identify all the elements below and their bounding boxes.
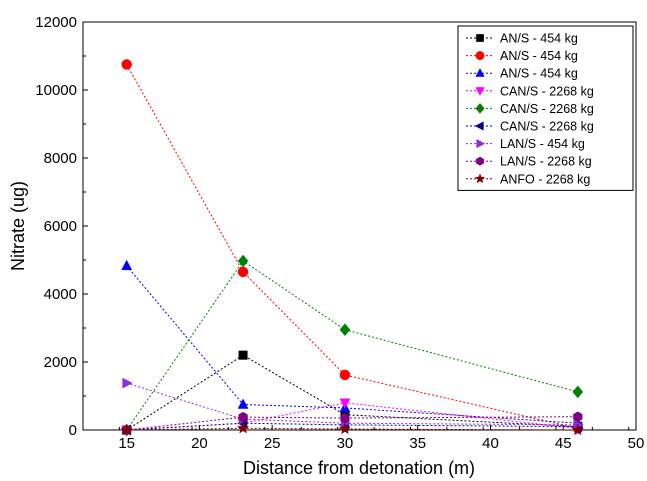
legend-entry: CAN/S - 2268 kg: [466, 84, 594, 98]
data-point: [121, 259, 133, 271]
series-line: [126, 382, 578, 426]
x-tick-label: 15: [118, 435, 135, 452]
legend-label: ANFO - 2268 kg: [500, 172, 590, 186]
legend-label: AN/S - 454 kg: [500, 32, 578, 46]
data-point: [339, 323, 351, 337]
data-point: [236, 421, 250, 434]
data-point: [476, 138, 486, 149]
data-point: [572, 385, 584, 399]
legend-entry: CAN/S - 2268 kg: [466, 102, 594, 116]
series-3: [121, 259, 584, 428]
legend-label: CAN/S - 2268 kg: [500, 120, 594, 134]
series-layer: [120, 59, 584, 437]
data-point: [475, 51, 485, 61]
data-point: [476, 34, 484, 42]
legend-entry: ANFO - 2268 kg: [466, 172, 590, 186]
data-point: [238, 411, 248, 423]
data-point: [338, 422, 352, 435]
y-tick-label: 0: [69, 422, 77, 439]
data-point: [340, 412, 350, 424]
x-axis-label: Distance from detonation (m): [243, 458, 475, 478]
x-tick-label: 35: [409, 435, 426, 452]
legend-entry: AN/S - 454 kg: [466, 67, 578, 81]
legend: AN/S - 454 kg AN/S - 454 kg AN/S - 454 kg C…: [457, 25, 634, 191]
x-tick-label: 25: [264, 435, 281, 452]
data-point: [573, 411, 583, 423]
data-point: [120, 423, 133, 436]
legend-entry: LAN/S - 454 kg: [466, 137, 585, 151]
data-point: [237, 266, 249, 278]
legend-entry: AN/S - 454 kg: [466, 32, 578, 46]
data-point: [339, 369, 351, 381]
y-axis-label: Nitrate (ug): [8, 181, 28, 271]
series-line: [126, 416, 578, 431]
legend-label: AN/S - 454 kg: [500, 49, 578, 63]
y-tick-label: 12000: [35, 14, 77, 31]
series-1: [122, 350, 583, 435]
data-point: [571, 423, 584, 436]
legend-entry: AN/S - 454 kg: [466, 49, 578, 63]
data-point: [475, 87, 485, 96]
y-tick-label: 6000: [44, 218, 77, 235]
series-line: [126, 265, 578, 424]
legend-label: CAN/S - 2268 kg: [500, 102, 594, 116]
data-point: [237, 254, 249, 268]
legend-entry: LAN/S - 2268 kg: [466, 155, 592, 169]
legend-label: LAN/S - 454 kg: [500, 137, 585, 151]
series-line: [126, 402, 578, 431]
y-tick-label: 4000: [44, 286, 77, 303]
legend-label: CAN/S - 2268 kg: [500, 84, 594, 98]
legend-entry: CAN/S - 2268 kg: [466, 120, 594, 134]
y-tick-label: 10000: [35, 82, 77, 99]
legend-label: LAN/S - 2268 kg: [500, 155, 592, 169]
x-tick-label: 45: [555, 435, 572, 452]
y-tick-label: 8000: [44, 150, 77, 167]
legend-label: AN/S - 454 kg: [500, 67, 578, 81]
x-tick-label: 40: [482, 435, 499, 452]
series-line: [126, 354, 578, 431]
data-point: [474, 121, 484, 131]
data-point: [122, 377, 133, 389]
y-axis: 0 2000 4000 6000 8000 10000 12000: [35, 14, 88, 439]
y-tick-label: 2000: [44, 354, 77, 371]
data-point: [121, 59, 132, 70]
x-tick-label: 20: [191, 435, 208, 452]
data-point: [475, 102, 485, 114]
series-5: [121, 254, 584, 437]
series-9: [120, 421, 584, 436]
x-tick-label: 50: [628, 435, 645, 452]
data-point: [237, 398, 249, 409]
data-point: [476, 156, 484, 166]
data-point: [238, 350, 248, 360]
data-point: [339, 398, 351, 409]
data-point: [475, 68, 485, 77]
data-point: [474, 173, 486, 184]
x-tick-label: 30: [337, 435, 354, 452]
series-line: [126, 260, 578, 431]
